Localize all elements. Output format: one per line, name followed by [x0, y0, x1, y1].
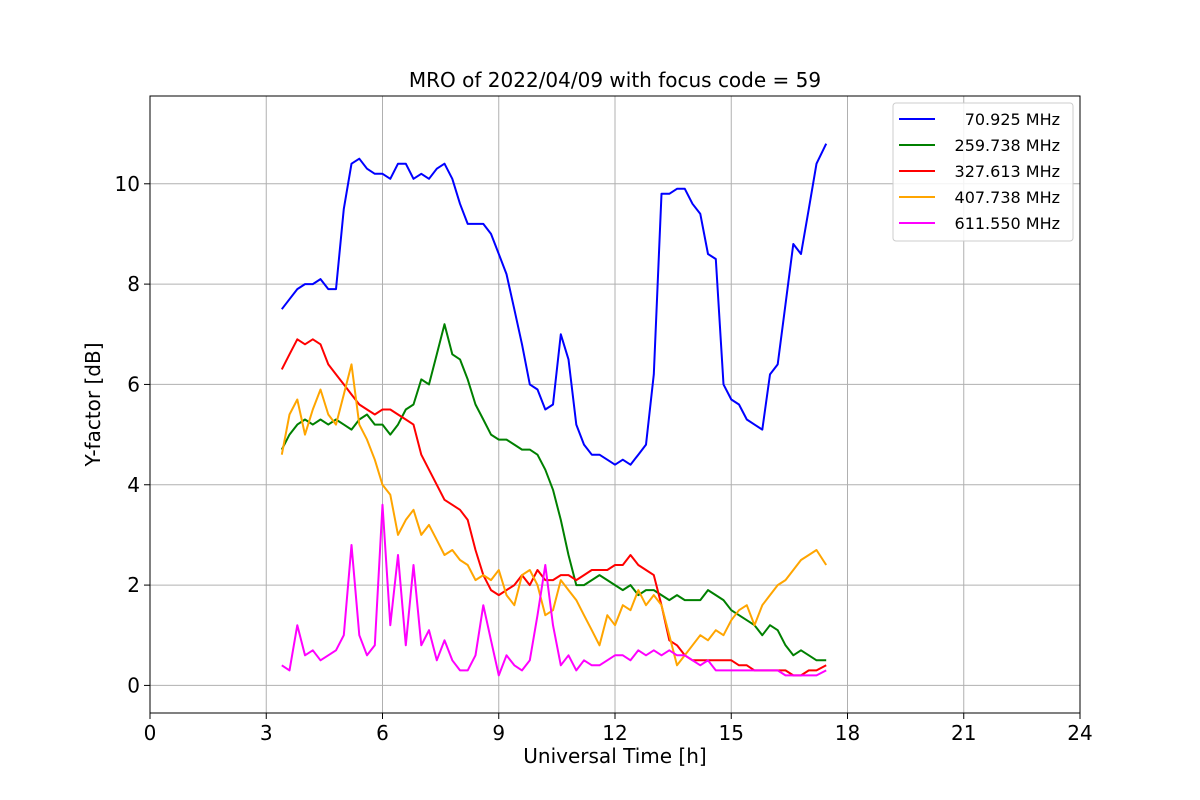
series-line-3 — [280, 338, 827, 677]
series-line-5 — [281, 503, 827, 677]
legend-label-4: 407.738 MHz — [955, 188, 1060, 207]
legend-label-2: 259.738 MHz — [955, 136, 1060, 155]
y-tick-label: 10 — [115, 172, 140, 196]
x-tick-label: 21 — [951, 721, 976, 745]
series-layer — [280, 143, 828, 677]
legend-label-3: 327.613 MHz — [955, 162, 1060, 181]
legend: 70.925 MHz 259.738 MHz 327.613 MHz 407.738 … — [892, 102, 1074, 242]
chart-title: MRO of 2022/04/09 with focus code = 59 — [409, 68, 821, 92]
legend-label-1: 70.925 MHz — [965, 110, 1060, 129]
x-tick-label: 6 — [376, 721, 389, 745]
x-tick-label: 3 — [260, 721, 273, 745]
grid — [149, 96, 1081, 713]
x-axis-label: Universal Time [h] — [523, 744, 706, 768]
y-tick-label: 2 — [127, 573, 140, 597]
x-tick-label: 9 — [492, 721, 505, 745]
series-line-2 — [280, 323, 827, 662]
y-tick-label: 6 — [127, 372, 140, 396]
y-tick-label: 8 — [127, 272, 140, 296]
x-tick-label: 15 — [719, 721, 744, 745]
y-axis-label: Y-factor [dB] — [81, 342, 105, 467]
x-tick-label: 12 — [602, 721, 627, 745]
series-line-1 — [281, 143, 828, 466]
y-tick-label: 0 — [127, 673, 140, 697]
x-tick-label: 24 — [1067, 721, 1092, 745]
series-line-4 — [280, 363, 828, 667]
x-tick-label: 18 — [835, 721, 860, 745]
legend-box — [892, 102, 1074, 242]
legend-items: 70.925 MHz 259.738 MHz 327.613 MHz 407.738 … — [899, 110, 1060, 233]
x-tick-label: 0 — [144, 721, 157, 745]
legend-label-5: 611.550 MHz — [955, 214, 1060, 233]
y-tick-label: 4 — [127, 473, 140, 497]
